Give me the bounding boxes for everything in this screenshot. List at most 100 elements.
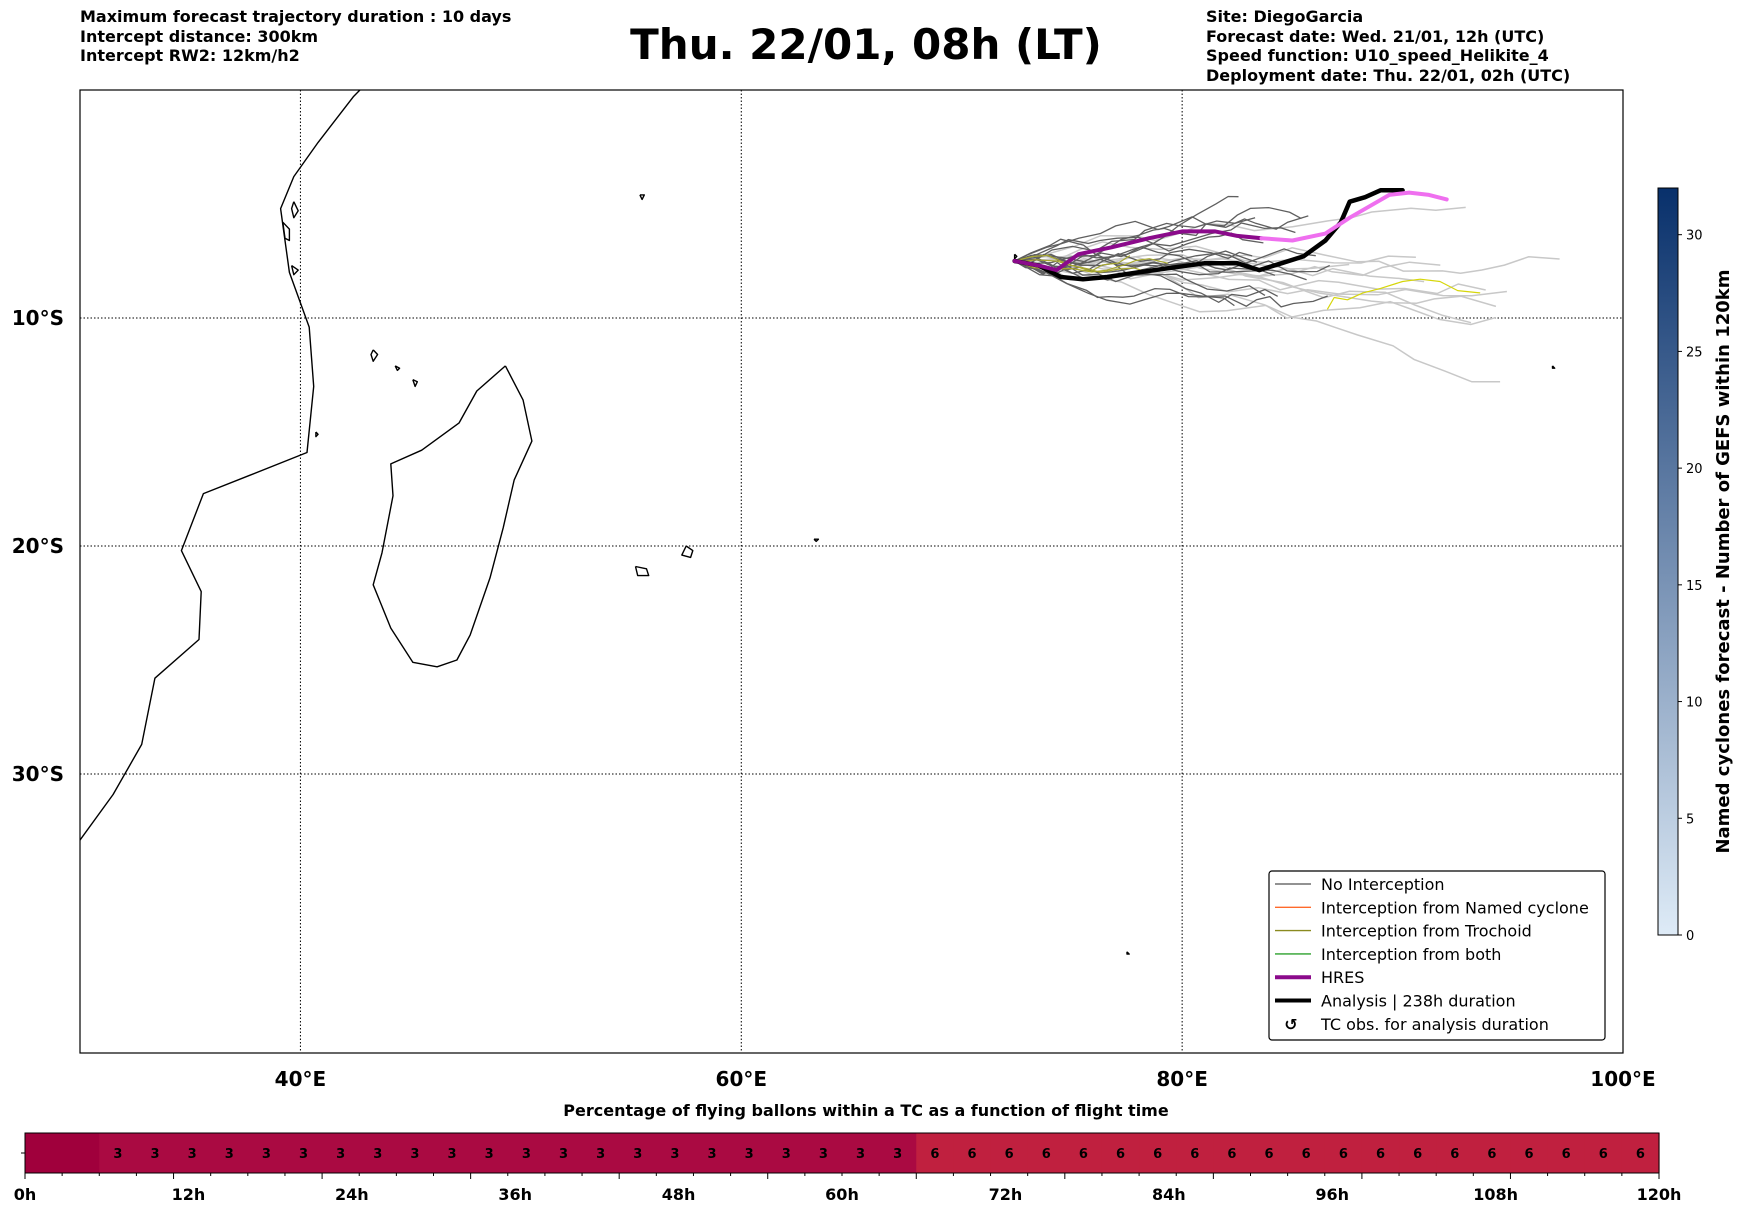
time-strip-cell bbox=[1361, 1133, 1400, 1173]
time-strip-label: 120h bbox=[1637, 1185, 1682, 1204]
time-strip-value: 3 bbox=[188, 1147, 197, 1162]
time-strip-cell bbox=[1324, 1133, 1363, 1173]
time-strip-value: 3 bbox=[819, 1147, 828, 1162]
time-strip-value: 6 bbox=[1636, 1147, 1645, 1162]
time-strip-cell bbox=[210, 1133, 249, 1173]
coastline-cocos bbox=[1551, 365, 1556, 369]
time-strip-value: 3 bbox=[745, 1147, 754, 1162]
legend-label: Interception from both bbox=[1321, 945, 1501, 964]
coastline-seychelles-mahe bbox=[639, 194, 645, 201]
x-tick-label: 60°E bbox=[716, 1067, 768, 1091]
time-strip-cell bbox=[879, 1133, 917, 1173]
legend: No Interception Interception from Named c… bbox=[1268, 870, 1606, 1041]
time-strip-value: 6 bbox=[1153, 1147, 1162, 1162]
header-site: Site: DiegoGarcia bbox=[1206, 7, 1364, 26]
x-tick-label: 100°E bbox=[1590, 1067, 1655, 1091]
time-strip-value: 6 bbox=[967, 1147, 976, 1162]
time-strip-cell bbox=[25, 1133, 63, 1173]
colorbar-tick-label: 25 bbox=[1686, 345, 1703, 360]
trochoid-member bbox=[1014, 254, 1146, 273]
time-strip-cell bbox=[730, 1133, 769, 1173]
map-gridlines bbox=[80, 90, 1623, 1053]
time-strip-cell bbox=[507, 1133, 546, 1173]
time-strip-value: 3 bbox=[559, 1147, 568, 1162]
chart-title: Thu. 22/01, 08h (LT) bbox=[630, 20, 1102, 69]
time-strip-value: 3 bbox=[893, 1147, 902, 1162]
ensemble-member bbox=[1014, 238, 1276, 276]
colorbar-tick-label: 5 bbox=[1686, 812, 1694, 827]
y-tick-label: 10°S bbox=[12, 306, 64, 330]
time-strip-cell bbox=[470, 1133, 509, 1173]
time-strip-cell bbox=[990, 1133, 1029, 1173]
time-strip-cell bbox=[173, 1133, 212, 1173]
time-strip-value: 3 bbox=[113, 1147, 122, 1162]
time-strip-value: 3 bbox=[262, 1147, 271, 1162]
colorbar-tick-label: 10 bbox=[1686, 696, 1703, 711]
header-intercept-distance: Intercept distance: 300km bbox=[80, 26, 319, 46]
time-strip-value: 6 bbox=[1599, 1147, 1608, 1162]
trajectory-series bbox=[1012, 188, 1481, 310]
time-strip-cell bbox=[1176, 1133, 1214, 1173]
time-strip-value: 6 bbox=[1376, 1147, 1385, 1162]
ensemble-member bbox=[1014, 246, 1258, 265]
time-strip-cell bbox=[544, 1133, 583, 1173]
colorbar-tick-label: 0 bbox=[1686, 929, 1694, 944]
time-strip-value: 3 bbox=[299, 1147, 308, 1162]
header-intercept-rw2: Intercept RW2: 12km/h2 bbox=[80, 46, 300, 65]
ensemble-member bbox=[1014, 260, 1235, 307]
time-strip-title: Percentage of flying ballons within a TC… bbox=[563, 1101, 1169, 1120]
y-tick-label: 20°S bbox=[12, 534, 64, 558]
ensemble-member-far bbox=[1014, 256, 1425, 283]
coastline-pemba bbox=[290, 201, 299, 219]
series-line bbox=[1326, 278, 1481, 310]
header-forecast-date: Forecast date: Wed. 21/01, 12h (UTC) bbox=[1206, 26, 1545, 46]
time-strip-label: 36h bbox=[498, 1185, 532, 1204]
time-strip-cell bbox=[136, 1133, 175, 1173]
colorbar-tick-label: 15 bbox=[1686, 579, 1703, 594]
coastline-comoros-2 bbox=[394, 365, 401, 372]
header-speed-function: Speed function: U10_speed_Helikite_4 bbox=[1206, 46, 1549, 65]
time-strip-value: 6 bbox=[1562, 1147, 1571, 1162]
coastline-reunion bbox=[634, 565, 650, 577]
legend-label: Interception from Trochoid bbox=[1321, 922, 1532, 941]
header-right-info: Site: DiegoGarcia Forecast date: Wed. 21… bbox=[1206, 7, 1570, 85]
ensemble-member bbox=[1014, 260, 1328, 308]
time-strip-cell bbox=[99, 1133, 138, 1173]
time-strip-cell bbox=[1547, 1133, 1586, 1173]
time-strip-value: 6 bbox=[1265, 1147, 1274, 1162]
time-strip-cell bbox=[284, 1133, 323, 1173]
time-strip-cell bbox=[322, 1133, 360, 1173]
coastline-mauritius bbox=[681, 545, 694, 559]
time-strip-label: 12h bbox=[172, 1185, 206, 1204]
time-strip-cell bbox=[1399, 1133, 1437, 1173]
colorbar-label: Named cyclones forecast - Number of GEFS… bbox=[1713, 269, 1734, 853]
time-strip-cell bbox=[1621, 1133, 1660, 1173]
header-duration: Maximum forecast trajectory duration : 1… bbox=[80, 7, 512, 26]
time-strip-cell bbox=[1287, 1133, 1326, 1173]
time-strip-value: 6 bbox=[1413, 1147, 1422, 1162]
time-strip-label: 96h bbox=[1315, 1185, 1349, 1204]
time-strip-cell bbox=[582, 1133, 620, 1173]
time-strip-label: 24h bbox=[335, 1185, 369, 1204]
colorbar: 0 5 10 15 20 25 30 Named cyclones forecast - Nu… bbox=[1657, 187, 1734, 944]
legend-label: TC obs. for analysis duration bbox=[1320, 1015, 1549, 1034]
time-strip-cell bbox=[767, 1133, 806, 1173]
time-strip-cell bbox=[1027, 1133, 1066, 1173]
time-strip-cell bbox=[1101, 1133, 1140, 1173]
coastline-mozambique-island bbox=[315, 431, 319, 438]
legend-label: Analysis | 238h duration bbox=[1321, 992, 1516, 1011]
time-strip-label: 108h bbox=[1473, 1185, 1518, 1204]
time-strip-cell bbox=[1584, 1133, 1623, 1173]
legend-box bbox=[1268, 870, 1606, 1041]
time-strip-cell bbox=[247, 1133, 286, 1173]
time-strip-cell bbox=[1139, 1133, 1177, 1173]
time-strip-cell bbox=[396, 1133, 435, 1173]
coastline-africa bbox=[80, 90, 361, 841]
series-line bbox=[1012, 188, 1405, 282]
coastline-comoros-1 bbox=[370, 349, 379, 362]
time-strip-value: 3 bbox=[596, 1147, 605, 1162]
time-strip: Percentage of flying ballons within a TC… bbox=[14, 1101, 1682, 1204]
time-strip-label: 48h bbox=[662, 1185, 696, 1204]
time-strip-value: 3 bbox=[670, 1147, 679, 1162]
time-strip-cell bbox=[433, 1133, 472, 1173]
